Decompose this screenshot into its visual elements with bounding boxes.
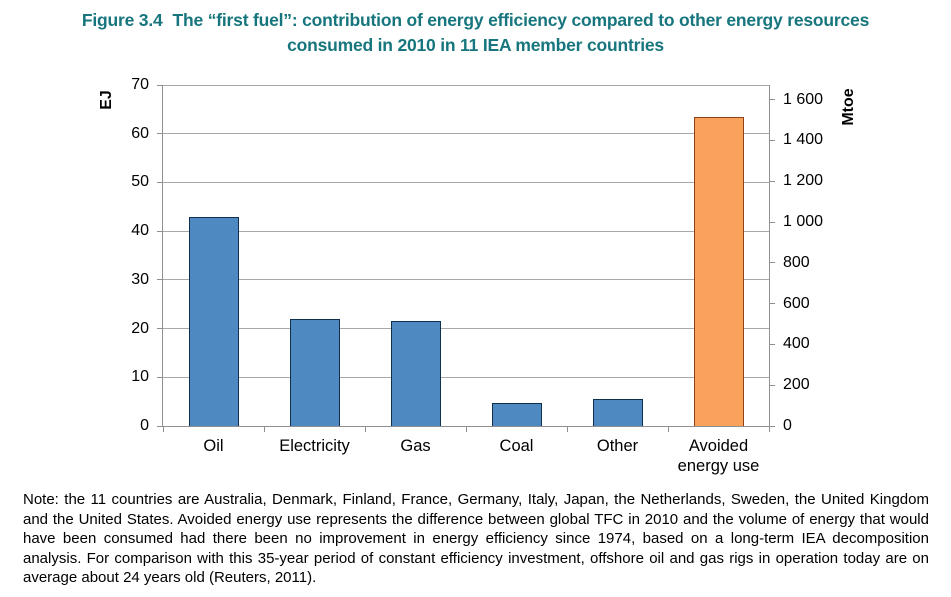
figure-note: Note: the 11 countries are Australia, De… [23, 491, 929, 587]
y-tick-right-400 [770, 343, 775, 345]
left-axis-title: EJ [98, 90, 115, 110]
chart-bar-electricity [289, 318, 340, 426]
y-tick-label-left-10: 10 [131, 368, 149, 386]
y-tick-label-right-600: 600 [783, 294, 810, 312]
y-tick-label-left-20: 20 [131, 319, 149, 337]
gridline-50 [163, 181, 769, 183]
y-tick-right-1400 [770, 139, 775, 141]
right-axis-title: Mtoe [840, 88, 857, 126]
y-tick-label-right-200: 200 [783, 376, 810, 394]
y-tick-right-800 [770, 262, 775, 264]
y-axis-right [769, 85, 770, 426]
y-tick-right-1200 [770, 180, 775, 182]
x-tick-1 [263, 427, 265, 432]
y-tick-label-right-1600: 1 600 [783, 90, 824, 108]
category-label-gas: Gas [400, 437, 431, 455]
y-tick-left-70 [157, 84, 162, 86]
y-tick-left-40 [157, 230, 162, 232]
category-label-avoided-energy-use: Avoided energy use [677, 437, 760, 475]
chart-bar-gas [390, 320, 441, 426]
y-tick-right-1600 [770, 99, 775, 101]
y-tick-label-left-60: 60 [131, 124, 149, 142]
y-tick-right-0 [770, 425, 775, 427]
figure-title-line1: Figure 3.4 The “first fuel”: contribution… [0, 8, 951, 33]
y-tick-left-10 [157, 376, 162, 378]
y-tick-left-30 [157, 279, 162, 281]
y-tick-label-right-0: 0 [783, 417, 792, 434]
category-label-coal: Coal [499, 437, 534, 455]
y-tick-left-50 [157, 181, 162, 183]
x-tick-0 [162, 427, 164, 432]
x-tick-6 [768, 427, 770, 432]
gridline-20 [163, 328, 769, 330]
y-tick-label-left-30: 30 [131, 270, 149, 288]
y-tick-label-right-800: 800 [783, 253, 810, 271]
x-tick-5 [667, 427, 669, 432]
figure-title-text: The “first fuel”: contribution of energy… [172, 10, 870, 30]
chart-bar-avoided-energy-use [693, 116, 744, 426]
gridline-60 [163, 133, 769, 135]
category-label-oil: Oil [203, 437, 224, 455]
x-tick-3 [465, 427, 467, 432]
category-label-electricity: Electricity [279, 437, 350, 455]
y-tick-label-right-1400: 1 400 [783, 131, 824, 149]
y-tick-left-60 [157, 133, 162, 135]
figure-title-line2: consumed in 2010 in 11 IEA member countr… [287, 35, 664, 55]
figure-title: Figure 3.4 The “first fuel”: contribution… [0, 8, 951, 58]
gridline-10 [163, 376, 769, 378]
y-tick-right-600 [770, 303, 775, 305]
chart-bar-other [592, 399, 643, 426]
y-tick-label-left-0: 0 [140, 417, 149, 434]
chart-bar-coal [491, 402, 542, 426]
y-axis-left [162, 85, 163, 426]
category-label-other: Other [596, 437, 639, 455]
gridline-30 [163, 279, 769, 281]
figure-number: Figure 3.4 [81, 10, 163, 30]
chart-bar-oil [188, 216, 239, 426]
y-tick-label-right-400: 400 [783, 335, 810, 353]
y-tick-label-left-40: 40 [131, 222, 149, 240]
y-tick-label-left-50: 50 [131, 173, 149, 191]
gridline-70 [163, 84, 769, 86]
y-tick-left-0 [157, 425, 162, 427]
y-tick-label-right-1000: 1 000 [783, 213, 824, 231]
y-tick-label-right-1200: 1 200 [783, 172, 824, 190]
x-tick-2 [364, 427, 366, 432]
x-tick-4 [566, 427, 568, 432]
y-tick-left-20 [157, 328, 162, 330]
y-tick-right-1000 [770, 221, 775, 223]
y-tick-right-200 [770, 384, 775, 386]
y-tick-label-left-70: 70 [131, 76, 149, 93]
x-axis [162, 426, 770, 427]
gridline-40 [163, 230, 769, 232]
